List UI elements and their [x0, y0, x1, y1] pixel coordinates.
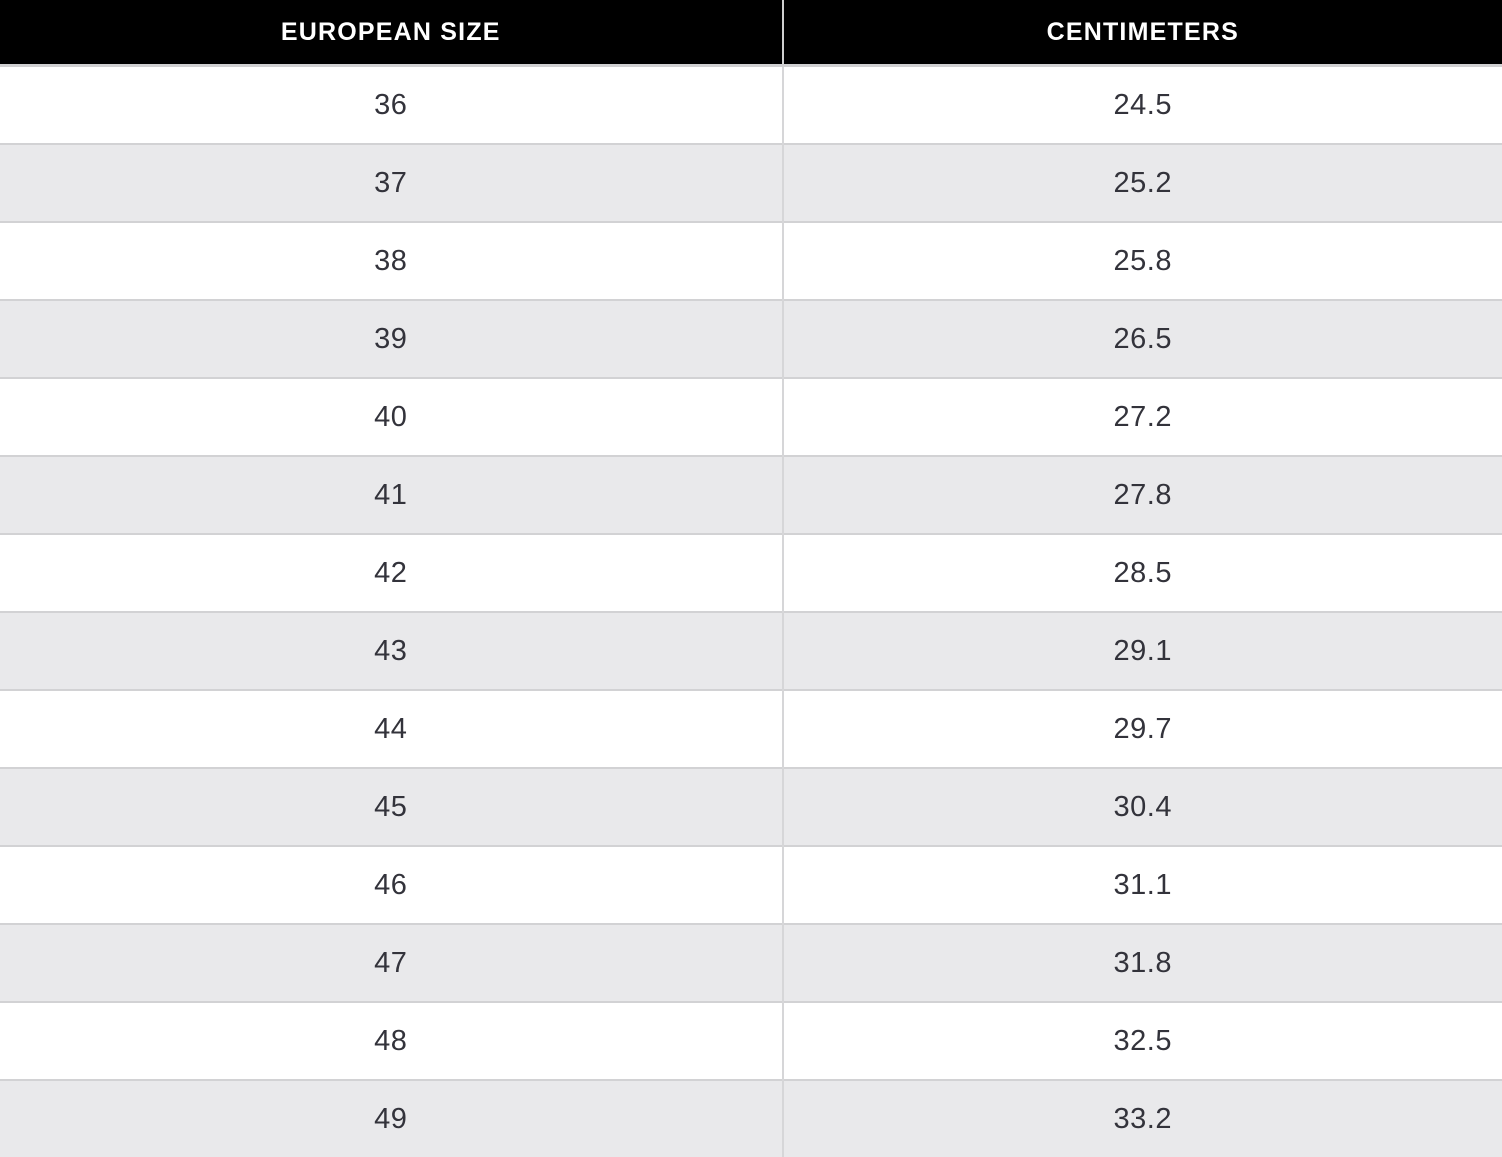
cell-eu-size: 49	[0, 1080, 783, 1157]
table-row: 43 29.1	[0, 612, 1502, 690]
table-row: 39 26.5	[0, 300, 1502, 378]
cell-eu-size: 39	[0, 300, 783, 378]
table-row: 37 25.2	[0, 144, 1502, 222]
cell-centimeters: 26.5	[783, 300, 1502, 378]
table-row: 42 28.5	[0, 534, 1502, 612]
cell-centimeters: 27.2	[783, 378, 1502, 456]
cell-eu-size: 38	[0, 222, 783, 300]
table-row: 47 31.8	[0, 924, 1502, 1002]
cell-centimeters: 25.2	[783, 144, 1502, 222]
table-row: 46 31.1	[0, 846, 1502, 924]
cell-eu-size: 47	[0, 924, 783, 1002]
table-row: 40 27.2	[0, 378, 1502, 456]
cell-centimeters: 28.5	[783, 534, 1502, 612]
cell-centimeters: 29.1	[783, 612, 1502, 690]
cell-eu-size: 37	[0, 144, 783, 222]
cell-eu-size: 48	[0, 1002, 783, 1080]
cell-eu-size: 45	[0, 768, 783, 846]
table-row: 48 32.5	[0, 1002, 1502, 1080]
table-row: 36 24.5	[0, 66, 1502, 145]
column-header-european-size: EUROPEAN SIZE	[0, 0, 783, 66]
table-header: EUROPEAN SIZE CENTIMETERS	[0, 0, 1502, 66]
cell-centimeters: 27.8	[783, 456, 1502, 534]
table-row: 45 30.4	[0, 768, 1502, 846]
cell-centimeters: 30.4	[783, 768, 1502, 846]
table-row: 38 25.8	[0, 222, 1502, 300]
cell-eu-size: 42	[0, 534, 783, 612]
cell-centimeters: 29.7	[783, 690, 1502, 768]
cell-eu-size: 44	[0, 690, 783, 768]
cell-eu-size: 43	[0, 612, 783, 690]
cell-eu-size: 46	[0, 846, 783, 924]
table-body: 36 24.5 37 25.2 38 25.8 39 26.5 40 27.2 …	[0, 66, 1502, 1157]
header-row: EUROPEAN SIZE CENTIMETERS	[0, 0, 1502, 66]
table-row: 44 29.7	[0, 690, 1502, 768]
table-row: 41 27.8	[0, 456, 1502, 534]
cell-centimeters: 31.1	[783, 846, 1502, 924]
cell-eu-size: 40	[0, 378, 783, 456]
cell-eu-size: 36	[0, 66, 783, 145]
cell-centimeters: 24.5	[783, 66, 1502, 145]
cell-centimeters: 32.5	[783, 1002, 1502, 1080]
table-row: 49 33.2	[0, 1080, 1502, 1157]
cell-eu-size: 41	[0, 456, 783, 534]
column-header-centimeters: CENTIMETERS	[783, 0, 1502, 66]
cell-centimeters: 31.8	[783, 924, 1502, 1002]
cell-centimeters: 33.2	[783, 1080, 1502, 1157]
cell-centimeters: 25.8	[783, 222, 1502, 300]
